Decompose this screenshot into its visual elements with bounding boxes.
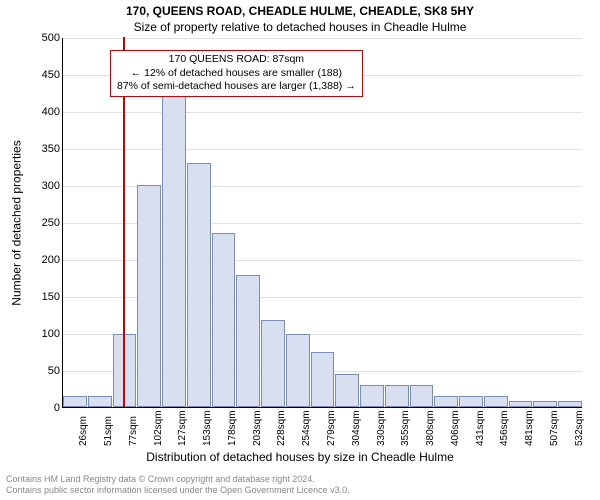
gridline [63, 112, 582, 113]
x-tick-label: 153sqm [202, 410, 213, 446]
x-tick-label: 507sqm [549, 410, 560, 446]
x-tick-label: 456sqm [499, 410, 510, 446]
histogram-bar [311, 352, 335, 408]
x-tick-label: 304sqm [351, 410, 362, 446]
gridline [63, 149, 582, 150]
histogram-bar [385, 385, 409, 407]
x-tick-label: 355sqm [400, 410, 411, 446]
y-tick-label: 100 [24, 328, 60, 340]
x-tick-label: 127sqm [177, 410, 188, 446]
chart-title-desc: Size of property relative to detached ho… [0, 20, 600, 34]
x-tick-label: 77sqm [128, 416, 139, 446]
x-tick-label: 406sqm [450, 410, 461, 446]
y-tick-label: 450 [24, 69, 60, 81]
y-tick-label: 250 [24, 217, 60, 229]
x-tick-label: 254sqm [301, 410, 312, 446]
y-tick-label: 500 [24, 32, 60, 44]
x-tick-label: 532sqm [574, 410, 585, 446]
x-tick-label: 102sqm [153, 410, 164, 446]
x-tick-label: 279sqm [326, 410, 337, 446]
histogram-bar [137, 185, 161, 407]
histogram-bar [484, 396, 508, 407]
y-tick-label: 200 [24, 254, 60, 266]
annotation-line-3: 87% of semi-detached houses are larger (… [117, 80, 356, 94]
y-tick-label: 0 [24, 402, 60, 414]
histogram-bar [286, 334, 310, 407]
annotation-box: 170 QUEENS ROAD: 87sqm← 12% of detached … [110, 50, 363, 97]
x-tick-label: 380sqm [425, 410, 436, 446]
y-tick-label: 50 [24, 365, 60, 377]
x-axis-label: Distribution of detached houses by size … [0, 450, 600, 464]
histogram-bar [162, 96, 186, 407]
y-tick-label: 300 [24, 180, 60, 192]
y-tick-label: 350 [24, 143, 60, 155]
y-tick-label: 400 [24, 106, 60, 118]
x-tick-label: 228sqm [276, 410, 287, 446]
histogram-bar [212, 233, 236, 407]
x-tick-label: 51sqm [103, 416, 114, 446]
annotation-line-2: ← 12% of detached houses are smaller (18… [117, 67, 356, 81]
histogram-bar [360, 385, 384, 407]
histogram-bar [410, 385, 434, 407]
annotation-line-1: 170 QUEENS ROAD: 87sqm [117, 53, 356, 67]
footer-line-2: Contains public sector information licen… [6, 485, 596, 496]
chart-title-address: 170, QUEENS ROAD, CHEADLE HULME, CHEADLE… [0, 4, 600, 18]
histogram-bar [88, 396, 112, 407]
footer-attribution: Contains HM Land Registry data © Crown c… [6, 474, 596, 496]
y-axis-label: Number of detached properties [10, 38, 24, 408]
histogram-bar [63, 396, 87, 407]
footer-line-1: Contains HM Land Registry data © Crown c… [6, 474, 596, 485]
histogram-bar [533, 401, 557, 407]
x-tick-label: 26sqm [78, 416, 89, 446]
histogram-bar [558, 401, 582, 407]
histogram-bar [459, 396, 483, 407]
x-tick-label: 203sqm [252, 410, 263, 446]
histogram-bar [261, 320, 285, 407]
histogram-bar [187, 163, 211, 407]
gridline [63, 38, 582, 39]
x-tick-label: 431sqm [475, 410, 486, 446]
histogram-bar [236, 275, 260, 407]
x-tick-label: 178sqm [227, 410, 238, 446]
histogram-bar [335, 374, 359, 407]
histogram-bar [509, 401, 533, 407]
histogram-bar [434, 396, 458, 407]
x-tick-label: 330sqm [376, 410, 387, 446]
x-tick-label: 481sqm [524, 410, 535, 446]
y-tick-label: 150 [24, 291, 60, 303]
